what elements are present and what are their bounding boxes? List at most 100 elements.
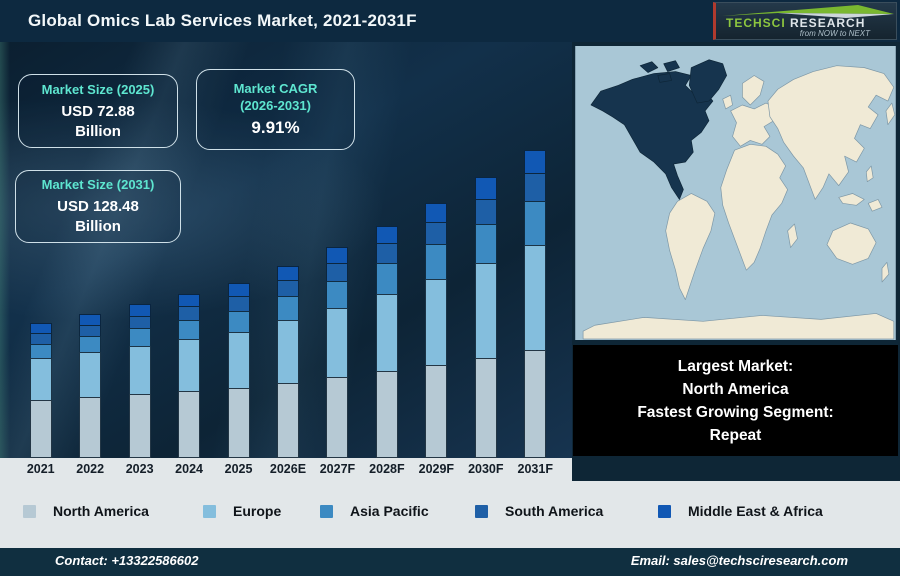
- legend-item-asia-pacific: Asia Pacific: [320, 503, 429, 519]
- bar-segment-europe: [326, 307, 349, 378]
- map-philippines: [865, 165, 874, 183]
- bars: [16, 42, 560, 458]
- x-axis-label-2030f: 2030F: [468, 462, 504, 476]
- map-asia: [767, 65, 895, 200]
- map-arctic-island-2: [663, 60, 680, 72]
- page-title: Global Omics Lab Services Market, 2021-2…: [28, 11, 417, 30]
- techsci-logo: TechSci Research from NOW to NEXT: [713, 2, 897, 40]
- legend-item-middle-east-africa: Middle East & Africa: [658, 503, 823, 519]
- legend-item-south-america: South America: [475, 503, 603, 519]
- bar-2028f: [375, 225, 398, 458]
- bar-segment-south-america: [425, 222, 448, 245]
- bar-segment-middle-east-africa: [79, 313, 102, 325]
- callout-title: Market Size (2031): [41, 177, 155, 192]
- legend-swatch-europe: [203, 504, 216, 518]
- bar-segment-asia-pacific: [375, 263, 398, 294]
- bar-segment-north-america: [29, 399, 52, 458]
- bar-segment-asia-pacific: [128, 328, 151, 346]
- x-axis-label-2022: 2022: [76, 462, 105, 476]
- info-line-largest-market-value: North America: [682, 380, 789, 398]
- bar-slot-2024: [164, 42, 213, 458]
- map-arctic-island-3: [657, 73, 672, 83]
- map-indonesia-east: [867, 199, 883, 212]
- bar-segment-middle-east-africa: [425, 202, 448, 223]
- footer-email: Email: sales@techsciresearch.com: [630, 553, 848, 568]
- bar-segment-asia-pacific: [474, 223, 497, 263]
- bar-slot-2029f: [412, 42, 461, 458]
- bar-2031f: [524, 149, 547, 458]
- legend-swatch-middle-east-africa: [658, 504, 671, 518]
- bar-segment-north-america: [425, 364, 448, 458]
- map-highlight-group: [590, 59, 727, 200]
- legend-swatch-south-america: [475, 504, 488, 518]
- bar-segment-south-america: [79, 324, 102, 336]
- map-indonesia: [838, 193, 865, 206]
- bar-2022: [79, 313, 102, 458]
- x-axis-label-2024: 2024: [175, 462, 203, 476]
- bar-segment-europe: [128, 345, 151, 394]
- bar-segment-north-america: [375, 371, 398, 458]
- logo-tagline: from NOW to NEXT: [799, 29, 870, 38]
- map-south-america: [665, 193, 716, 301]
- bar-segment-south-america: [375, 243, 398, 264]
- map-greenland: [688, 59, 727, 104]
- bar-slot-2028f: [362, 42, 411, 458]
- bar-2023: [128, 304, 151, 458]
- bar-segment-north-america: [178, 391, 201, 458]
- bar-slot-2027f: [313, 42, 362, 458]
- map-uk: [722, 94, 733, 110]
- bar-slot-2021: [16, 42, 65, 458]
- bar-segment-south-america: [474, 198, 497, 224]
- legend-label-south-america: South America: [505, 503, 604, 519]
- bar-segment-south-america: [128, 315, 151, 329]
- bar-segment-asia-pacific: [227, 310, 250, 332]
- bar-segment-north-america: [276, 382, 299, 458]
- bar-segment-asia-pacific: [178, 319, 201, 339]
- bar-segment-asia-pacific: [326, 280, 349, 308]
- bar-segment-south-america: [178, 306, 201, 320]
- x-axis-label-2023: 2023: [125, 462, 154, 476]
- legend-swatch-north-america: [23, 504, 36, 518]
- bar-segment-south-america: [29, 333, 52, 344]
- bar-segment-south-america: [227, 296, 250, 311]
- bar-segment-middle-east-africa: [128, 304, 151, 316]
- bar-segment-europe: [375, 293, 398, 371]
- callout-unit: Billion: [75, 218, 121, 235]
- bar-2021: [29, 323, 52, 458]
- callout-market-size-2025: Market Size (2025) USD 72.88 Billion: [18, 74, 178, 148]
- x-axis-labels: 2021 2022 2023 2024 2025 2026E 2027F 2028F 2029F…: [16, 458, 560, 481]
- bar-slot-2026e: [263, 42, 312, 458]
- bar-slot-2030f: [461, 42, 510, 458]
- bar-segment-europe: [178, 339, 201, 391]
- x-axis-strip: 2021 2022 2023 2024 2025 2026E 2027F 2028F 2029F…: [0, 458, 572, 481]
- x-axis-label-2026e: 2026E: [269, 462, 307, 476]
- bar-segment-europe: [524, 244, 547, 351]
- logo-wordmark: TechSci Research: [726, 16, 865, 30]
- info-line-fastest-segment: Fastest Growing Segment:: [637, 403, 834, 421]
- bar-segment-asia-pacific: [276, 296, 299, 321]
- callout-value: USD 128.48: [57, 198, 139, 215]
- x-axis-label-2025: 2025: [224, 462, 253, 476]
- legend-label-europe: Europe: [233, 503, 282, 519]
- bar-segment-europe: [227, 331, 250, 388]
- bar-segment-asia-pacific: [79, 335, 102, 353]
- callout-value: USD 72.88: [61, 102, 135, 120]
- bar-segment-north-america: [128, 393, 151, 458]
- bar-segment-north-america: [524, 350, 547, 458]
- callout-title: Market Size (2025): [41, 81, 155, 97]
- bar-segment-asia-pacific: [29, 343, 52, 359]
- bar-slot-2022: [65, 42, 114, 458]
- legend-item-north-america: North America: [23, 503, 149, 519]
- map-arctic-island-1: [639, 61, 659, 73]
- bar-segment-north-america: [79, 396, 102, 458]
- legend: North America Europe Asia Pacific South Ame…: [0, 481, 900, 548]
- map-scandinavia: [742, 75, 765, 106]
- bar-segment-middle-east-africa: [178, 294, 201, 307]
- legend-label-middle-east-africa: Middle East & Africa: [688, 503, 823, 519]
- world-map: [573, 46, 898, 340]
- map-north-america: [590, 71, 714, 200]
- map-antarctica: [582, 313, 895, 340]
- bar-2024: [178, 294, 201, 458]
- bar-slot-2031f: [511, 42, 560, 458]
- bar-2030f: [474, 177, 497, 458]
